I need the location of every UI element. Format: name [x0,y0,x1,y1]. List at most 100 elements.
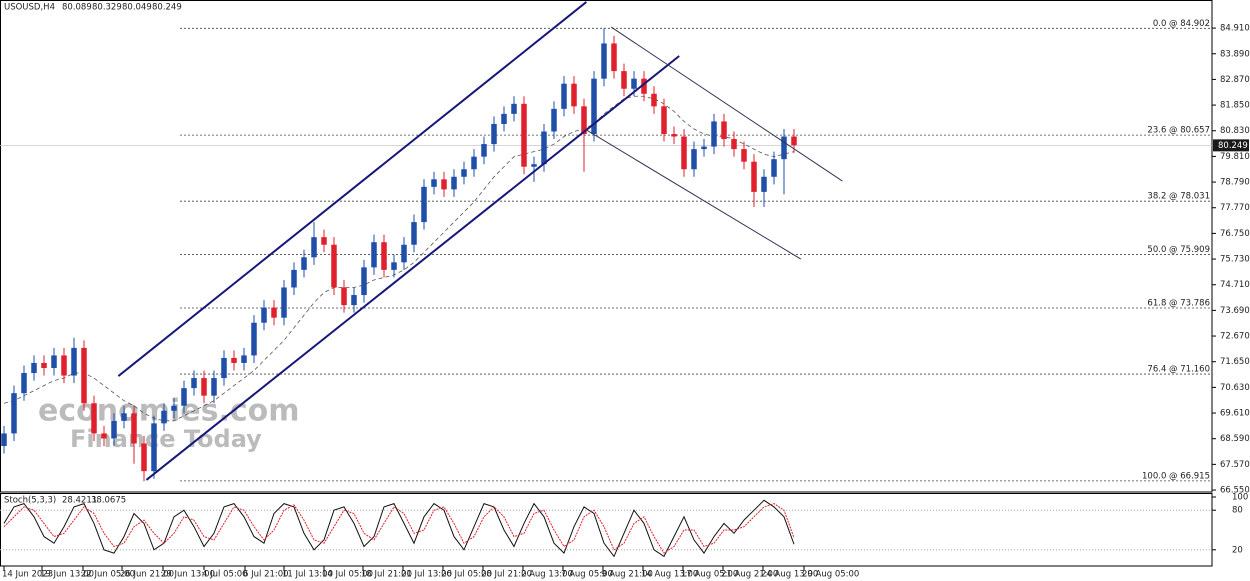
y-tick-label: 66.550 [1220,486,1250,496]
candle-body [91,403,97,434]
stoch-line [3,499,795,558]
candle-body [311,237,317,258]
candle-body [211,378,217,396]
candle-body [731,139,737,150]
symbol: USOUSD,H4 [4,3,55,13]
candle-body [601,43,607,79]
y-tick-label: 71.650 [1220,357,1250,367]
y-tick-label: 76.750 [1220,229,1250,239]
y-tick-label: 84.910 [1220,24,1250,34]
stoch-line [3,503,795,554]
candle-body [121,413,127,421]
trendline [145,55,680,481]
x-tick-label: 21 Jul 13:00 [401,570,452,580]
candle-body [471,156,477,170]
candle-body [21,373,27,394]
candle-body [41,362,47,369]
x-tick-label: 29 Jun 13:00 [161,570,215,580]
fibo-label: 50.0 @ 75.909 [1147,245,1210,255]
candle-body [241,355,247,363]
y-tick-label: 80 [1232,506,1243,516]
candle-body [351,295,357,306]
x-tick-label: 6 Jul 21:00 [243,570,289,580]
candle-body [761,176,767,192]
candle-body [51,355,57,369]
candle-body [551,108,557,132]
candle-body [431,179,437,187]
candle-body [591,78,597,135]
trendline [586,129,802,260]
candle-body [581,106,587,135]
candle-body [281,287,287,318]
x-tick-label: 14 Jul 05:00 [322,570,373,580]
y-tick-label: 73.690 [1220,306,1250,316]
y-tick-label: 78.790 [1220,178,1250,188]
x-tick-label: 4 Jul 05:00 [202,570,248,580]
candle-body [531,164,537,167]
candle-body [461,169,467,177]
y-tick-label: 80.830 [1220,126,1250,136]
current-price-box [1213,139,1249,152]
candle-body [541,131,547,165]
header-value: 80.329 [92,3,122,13]
candle-body [171,405,177,411]
candle-body [441,179,447,190]
stoch-panel [0,499,1212,558]
x-tick-label: 21 Aug 21:00 [721,570,778,580]
x-tick-label: 26 Jul 05:00 [441,570,492,580]
y-tick-label: 75.730 [1220,255,1250,265]
fibo-label: 23.6 @ 80.657 [1147,126,1210,136]
candle-body [711,121,717,147]
y-tick-label: 72.670 [1220,332,1250,342]
stoch-title: Stoch(5,3,3) [4,496,56,506]
candle-body [741,149,747,162]
candle-body [631,78,637,89]
candle-body [161,410,167,424]
main-frame [0,0,1213,493]
candle-body [621,71,627,89]
y-tick-label: 70.630 [1220,383,1250,393]
x-tick-label: 14 Aug 13:00 [641,570,698,580]
candle-body [261,307,267,323]
candle-body [291,269,297,288]
candle-body [411,222,417,245]
candle-body [781,136,787,160]
candle-body [691,149,697,170]
candle-body [31,362,37,374]
candle-body [481,144,487,157]
stoch-value: 28.4211 [62,496,97,506]
candle-body [501,113,507,124]
y-tick-label: 79.810 [1220,152,1250,162]
watermark: economies.com Finance Today [38,394,300,454]
candle-body [11,393,17,434]
candle-body [391,262,397,270]
x-tick-label: 7 Aug 05:00 [561,570,613,580]
x-tick-label: 18 Jul 21:00 [361,570,412,580]
y-tick-label: 68.590 [1220,434,1250,444]
candle-body [321,237,327,245]
candle-body [141,443,147,472]
candle-body [151,423,157,472]
candle-body [331,244,337,288]
fibo-label: 38.2 @ 78.031 [1147,192,1210,202]
candle-body [671,134,677,137]
x-tick-label: 11 Jul 13:00 [282,570,333,580]
main-panel: 0.0 @ 84.902 23.6 @ 80.657 38.2 @ 78.031 50… [0,1,1212,481]
stoch-frame [0,493,1213,567]
candle-body [511,103,517,114]
x-tick-label: 14 Jun 2023 [2,570,53,580]
candle-body [301,257,307,270]
candle-body [521,103,527,167]
y-tick-label: 67.570 [1220,460,1250,470]
candle-body [421,186,427,223]
candle-body [401,244,407,263]
y-tick-label: 77.770 [1220,203,1250,213]
x-tick-label: 17 Aug 05:00 [681,570,738,580]
candle-body [181,388,187,406]
candle-body [791,136,797,146]
candle-body [1,433,7,446]
current-price-label: 80.249 [1218,141,1248,151]
